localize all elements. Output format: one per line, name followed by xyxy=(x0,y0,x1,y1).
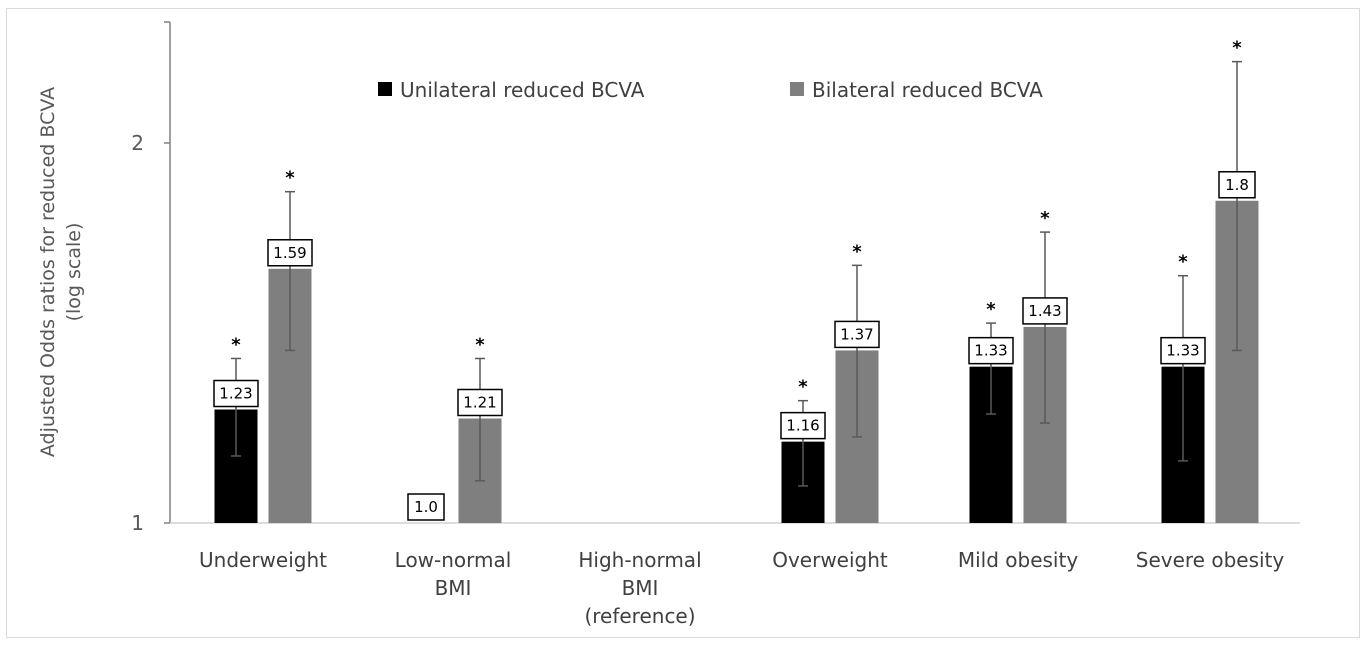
data-label-s0-c3: 1.16 xyxy=(786,417,819,435)
y-tick-label-1: 2 xyxy=(131,131,144,155)
x-category-label-1-0: Low-normal xyxy=(395,548,512,572)
data-label-box-s1-c3 xyxy=(834,320,880,349)
legend-label-1: Bilateral reduced BCVA xyxy=(812,78,1043,102)
significance-star-s1-c0: * xyxy=(285,168,295,189)
data-label-s1-c5: 1.8 xyxy=(1225,176,1249,194)
data-label-s0-c1: 1.0 xyxy=(414,498,438,516)
significance-star-s0-c0: * xyxy=(231,334,241,355)
y-tick-label-0: 1 xyxy=(131,511,144,535)
data-label-s1-c1: 1.21 xyxy=(463,393,496,411)
data-label-box-s1-c0 xyxy=(267,239,313,267)
x-category-label-5-0: Severe obesity xyxy=(1136,548,1285,572)
data-label-s0-c5: 1.33 xyxy=(1166,342,1199,360)
significance-star-s0-c4: * xyxy=(986,299,996,320)
x-category-label-2-1: BMI xyxy=(622,576,659,600)
data-label-s1-c0: 1.59 xyxy=(273,244,306,262)
data-label-box-s0-c0 xyxy=(213,379,259,408)
data-label-box-s1-c1 xyxy=(457,388,503,417)
data-label-box-s0-c5 xyxy=(1160,336,1206,365)
significance-star-s1-c1: * xyxy=(475,334,485,355)
data-label-box-s0-c4 xyxy=(968,336,1014,365)
data-label-s0-c4: 1.33 xyxy=(974,342,1007,360)
significance-star-s1-c5: * xyxy=(1232,38,1242,59)
data-label-s1-c4: 1.43 xyxy=(1028,302,1061,320)
data-label-box-s0-c3 xyxy=(780,411,826,440)
data-label-box-s1-c5 xyxy=(1218,171,1256,199)
significance-star-s1-c4: * xyxy=(1040,208,1050,229)
x-category-label-3-0: Overweight xyxy=(772,548,888,572)
data-label-s0-c0: 1.23 xyxy=(219,385,252,403)
chart-frame xyxy=(6,8,1360,638)
data-label-box-s1-c4 xyxy=(1022,297,1068,325)
legend-label-0: Unilateral reduced BCVA xyxy=(400,78,645,102)
x-category-label-2-0: High-normal xyxy=(578,548,701,572)
y-axis-title-line-0: Adjusted Odds ratios for reduced BCVA xyxy=(37,87,59,457)
x-category-label-2-2: (reference) xyxy=(584,604,695,628)
data-label-s1-c3: 1.37 xyxy=(840,325,873,343)
significance-star-s1-c3: * xyxy=(852,241,862,262)
legend-swatch-0 xyxy=(378,82,392,96)
y-axis-title-line-1: (log scale) xyxy=(63,223,85,322)
data-label-box-s0-c1 xyxy=(407,493,445,521)
legend-swatch-1 xyxy=(790,82,804,96)
x-category-label-1-1: BMI xyxy=(435,576,472,600)
significance-star-s0-c3: * xyxy=(798,377,808,398)
significance-star-s0-c5: * xyxy=(1178,252,1188,273)
x-category-label-4-0: Mild obesity xyxy=(958,548,1078,572)
x-category-label-0-0: Underweight xyxy=(199,548,327,572)
